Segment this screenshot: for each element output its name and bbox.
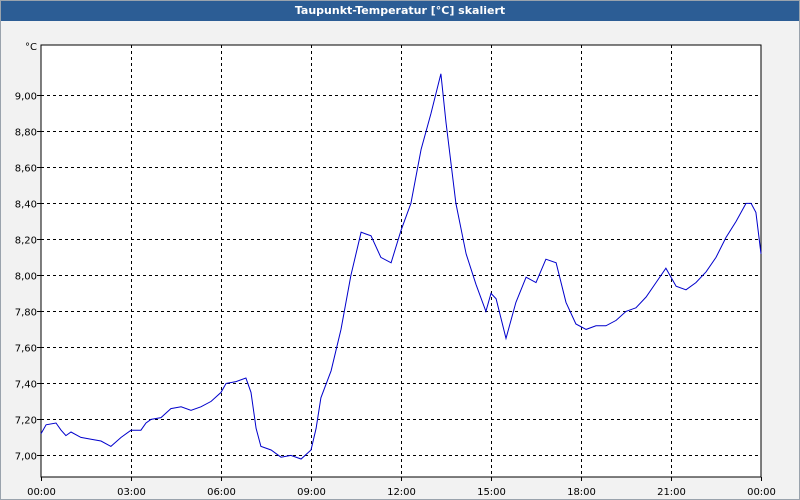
y-tick-label: 8,00	[15, 272, 37, 283]
y-tick-label: 7,00	[15, 452, 37, 463]
y-axis-ticks: 7,00 7,20 7,40 7,60 7,80 8,00 8,20 8,40 8,60 8,80…	[15, 92, 41, 463]
x-tick-time-label: 21:00	[657, 487, 686, 498]
y-axis-unit-label: °C	[25, 42, 37, 53]
x-tick-time-label: 03:00	[117, 487, 146, 498]
x-axis-ticks: 00:0015.11.1703:0015.11.1706:0015.11.170…	[27, 477, 776, 498]
grid-lines	[41, 45, 761, 477]
window-title: Taupunkt-Temperatur [°C] skaliert	[1, 1, 799, 21]
x-tick-time-label: 00:00	[747, 487, 776, 498]
y-tick-label: 8,40	[15, 200, 37, 211]
x-tick-time-label: 12:00	[387, 487, 416, 498]
y-tick-label: 7,40	[15, 380, 37, 391]
x-tick-time-label: 00:00	[27, 487, 56, 498]
chart-area: 7,00 7,20 7,40 7,60 7,80 8,00 8,20 8,40 8,60 8,80…	[15, 42, 776, 498]
y-tick-label: 7,80	[15, 308, 37, 319]
x-tick-time-label: 15:00	[477, 487, 506, 498]
y-tick-label: 8,80	[15, 128, 37, 139]
y-tick-label: 8,20	[15, 236, 37, 247]
series-line	[40, 73, 762, 460]
y-tick-label: 9,00	[15, 92, 37, 103]
x-tick-time-label: 09:00	[297, 487, 326, 498]
x-tick-time-label: 18:00	[567, 487, 596, 498]
series-group	[40, 73, 762, 460]
y-tick-label: 8,60	[15, 164, 37, 175]
x-tick-time-label: 06:00	[207, 487, 236, 498]
y-tick-label: 7,20	[15, 416, 37, 427]
y-tick-label: 7,60	[15, 344, 37, 355]
